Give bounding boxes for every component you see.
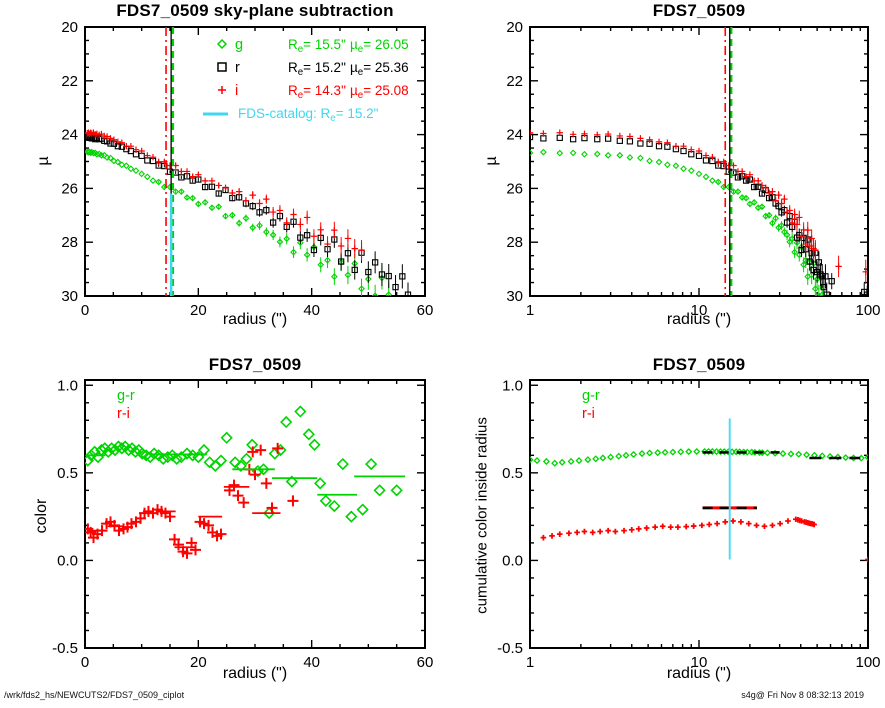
svg-text:28: 28 [506,234,523,251]
svg-text:0.5: 0.5 [502,465,523,482]
svg-text:40: 40 [303,654,320,671]
y-axis-label-mu-left: µ [35,156,52,166]
svg-text:r-i: r-i [582,406,595,422]
panel-title-top-right: FDS7_0509 [652,1,746,20]
svg-text:Re= 15.5": Re= 15.5" [288,37,346,55]
panel-title-bottom-right: FDS7_0509 [652,355,746,374]
svg-text:g: g [235,37,243,53]
svg-text:Re= 14.3": Re= 14.3" [288,83,346,101]
svg-text:28: 28 [61,234,78,251]
x-axis-label-bottom-right: radius (") [666,665,732,682]
y-axis-label-mu-right: µ [483,156,500,166]
svg-text:g-r: g-r [117,388,135,404]
svg-text:20: 20 [190,302,207,319]
svg-text:0: 0 [81,654,89,671]
svg-text:26: 26 [61,180,78,197]
svg-text:10: 10 [691,654,708,671]
svg-text:-0.5: -0.5 [52,640,78,657]
svg-text:100: 100 [855,302,880,319]
svg-text:0.5: 0.5 [57,465,78,482]
svg-text:1.0: 1.0 [502,377,523,394]
x-axis-label-bottom-left: radius (") [222,665,288,682]
svg-text:g-r: g-r [582,388,600,404]
footer-user-timestamp: s4g@ Fri Nov 8 08:32:13 2019 [741,690,864,700]
svg-text:µe= 25.36: µe= 25.36 [350,60,409,78]
svg-text:24: 24 [506,127,523,144]
svg-text:Re= 15.2": Re= 15.2" [288,60,346,78]
svg-text:0.0: 0.0 [502,552,523,569]
x-axis-label-top-left: radius (") [222,311,288,328]
svg-text:20: 20 [190,654,207,671]
svg-text:i: i [235,83,238,99]
svg-text:60: 60 [417,302,434,319]
svg-text:22: 22 [61,73,78,90]
svg-text:µe= 26.05: µe= 26.05 [350,37,409,55]
svg-text:22: 22 [506,73,523,90]
svg-text:60: 60 [417,654,434,671]
svg-text:30: 30 [506,288,523,305]
panel-title-bottom-left: FDS7_0509 [208,355,302,374]
svg-text:-0.5: -0.5 [497,640,523,657]
svg-text:20: 20 [506,19,523,36]
svg-text:0.0: 0.0 [57,552,78,569]
svg-text:20: 20 [61,19,78,36]
svg-text:FDS-catalog: Re= 15.2": FDS-catalog: Re= 15.2" [238,106,379,124]
x-axis-label-top-right: radius (") [666,311,732,328]
svg-text:26: 26 [506,180,523,197]
svg-text:0: 0 [81,302,89,319]
svg-text:r: r [235,60,240,76]
svg-text:100: 100 [855,654,880,671]
svg-text:1: 1 [526,654,534,671]
y-axis-label-cumulative-color: cumulative color inside radius [473,417,491,614]
panel-title-sky-plane-subtraction: FDS7_0509 sky-plane subtraction [116,1,394,20]
svg-text:µe= 25.08: µe= 25.08 [350,83,409,101]
svg-text:r-i: r-i [117,406,130,422]
svg-text:1: 1 [526,302,534,319]
y-axis-label-color: color [33,498,50,534]
svg-text:10: 10 [691,302,708,319]
footer-file-path: /wrk/fds2_hs/NEWCUTS2/FDS7_0509_ciplot [4,690,185,700]
svg-text:40: 40 [303,302,320,319]
svg-text:30: 30 [61,288,78,305]
svg-text:24: 24 [61,127,78,144]
svg-text:1.0: 1.0 [57,377,78,394]
